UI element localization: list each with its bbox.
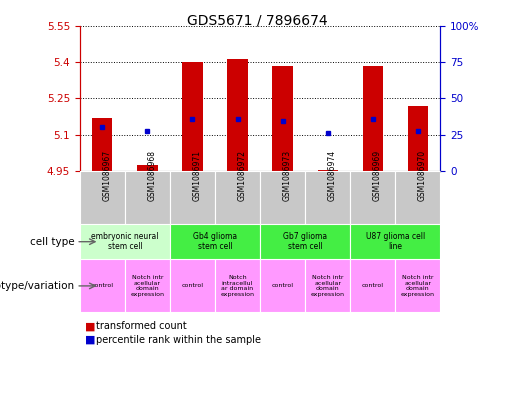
- Text: GSM1086974: GSM1086974: [328, 150, 337, 201]
- Text: Notch intr
acellular
domain
expression: Notch intr acellular domain expression: [130, 275, 164, 297]
- Bar: [305, 171, 350, 224]
- Text: GDS5671 / 7896674: GDS5671 / 7896674: [187, 14, 328, 28]
- Bar: [80, 224, 170, 259]
- Text: Notch intr
acellular
domain
expression: Notch intr acellular domain expression: [311, 275, 345, 297]
- Text: control: control: [181, 283, 203, 288]
- Text: ■: ■: [85, 335, 95, 345]
- Text: U87 glioma cell
line: U87 glioma cell line: [366, 232, 425, 252]
- Text: genotype/variation: genotype/variation: [0, 281, 75, 291]
- Bar: [350, 224, 440, 259]
- Bar: [350, 171, 396, 224]
- Text: transformed count: transformed count: [96, 321, 187, 331]
- Bar: [125, 259, 170, 312]
- Text: control: control: [91, 283, 113, 288]
- Bar: [260, 259, 305, 312]
- Bar: [272, 66, 293, 171]
- Text: Gb4 glioma
stem cell: Gb4 glioma stem cell: [193, 232, 237, 252]
- Text: control: control: [362, 283, 384, 288]
- Bar: [228, 59, 248, 171]
- Text: Notch
intracellul
ar domain
expression: Notch intracellul ar domain expression: [220, 275, 254, 297]
- Bar: [92, 118, 112, 171]
- Bar: [260, 224, 350, 259]
- Text: Gb7 glioma
stem cell: Gb7 glioma stem cell: [283, 232, 327, 252]
- Text: ■: ■: [85, 321, 95, 331]
- Bar: [396, 171, 440, 224]
- Text: GSM1086968: GSM1086968: [147, 150, 157, 201]
- Text: GSM1086973: GSM1086973: [283, 150, 291, 201]
- Bar: [350, 259, 396, 312]
- Bar: [396, 259, 440, 312]
- Bar: [363, 66, 383, 171]
- Bar: [408, 105, 428, 171]
- Text: GSM1086969: GSM1086969: [373, 150, 382, 201]
- Bar: [260, 171, 305, 224]
- Bar: [80, 259, 125, 312]
- Bar: [125, 171, 170, 224]
- Bar: [80, 171, 125, 224]
- Text: control: control: [271, 283, 294, 288]
- Bar: [170, 259, 215, 312]
- Text: cell type: cell type: [30, 237, 75, 247]
- Text: GSM1086967: GSM1086967: [102, 150, 111, 201]
- Bar: [182, 62, 202, 171]
- Bar: [138, 165, 158, 171]
- Text: GSM1086971: GSM1086971: [193, 150, 201, 201]
- Text: GSM1086970: GSM1086970: [418, 150, 427, 201]
- Text: Notch intr
acellular
domain
expression: Notch intr acellular domain expression: [401, 275, 435, 297]
- Bar: [170, 171, 215, 224]
- Text: embryonic neural
stem cell: embryonic neural stem cell: [91, 232, 159, 252]
- Bar: [215, 259, 260, 312]
- Bar: [215, 171, 260, 224]
- Bar: [305, 259, 350, 312]
- Text: percentile rank within the sample: percentile rank within the sample: [96, 335, 261, 345]
- Text: GSM1086972: GSM1086972: [237, 150, 247, 201]
- Bar: [170, 224, 260, 259]
